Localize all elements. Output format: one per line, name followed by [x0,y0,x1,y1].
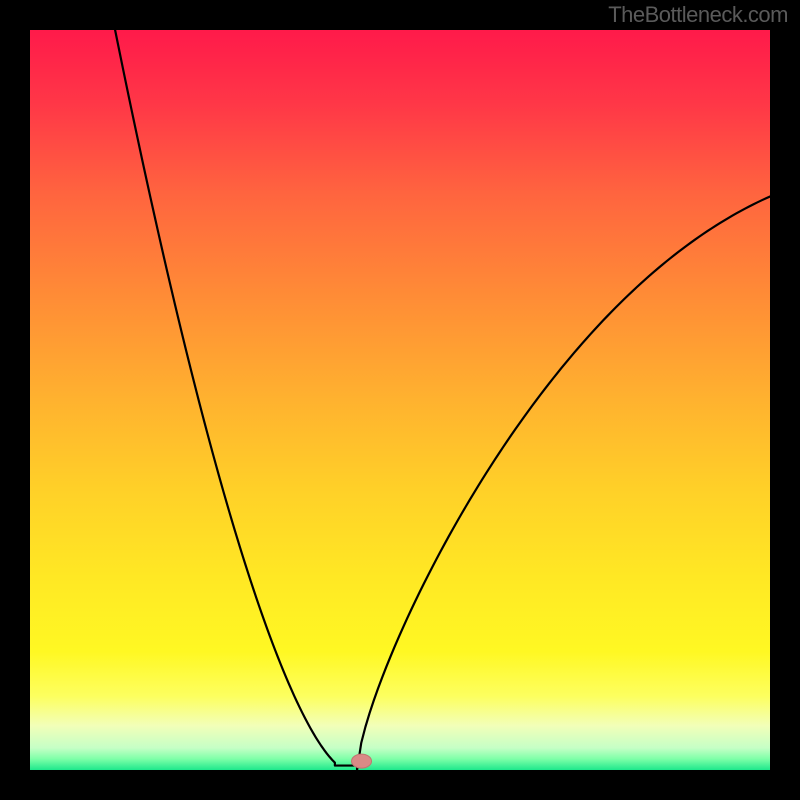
plot-background [30,30,770,770]
vertex-marker [352,754,372,768]
